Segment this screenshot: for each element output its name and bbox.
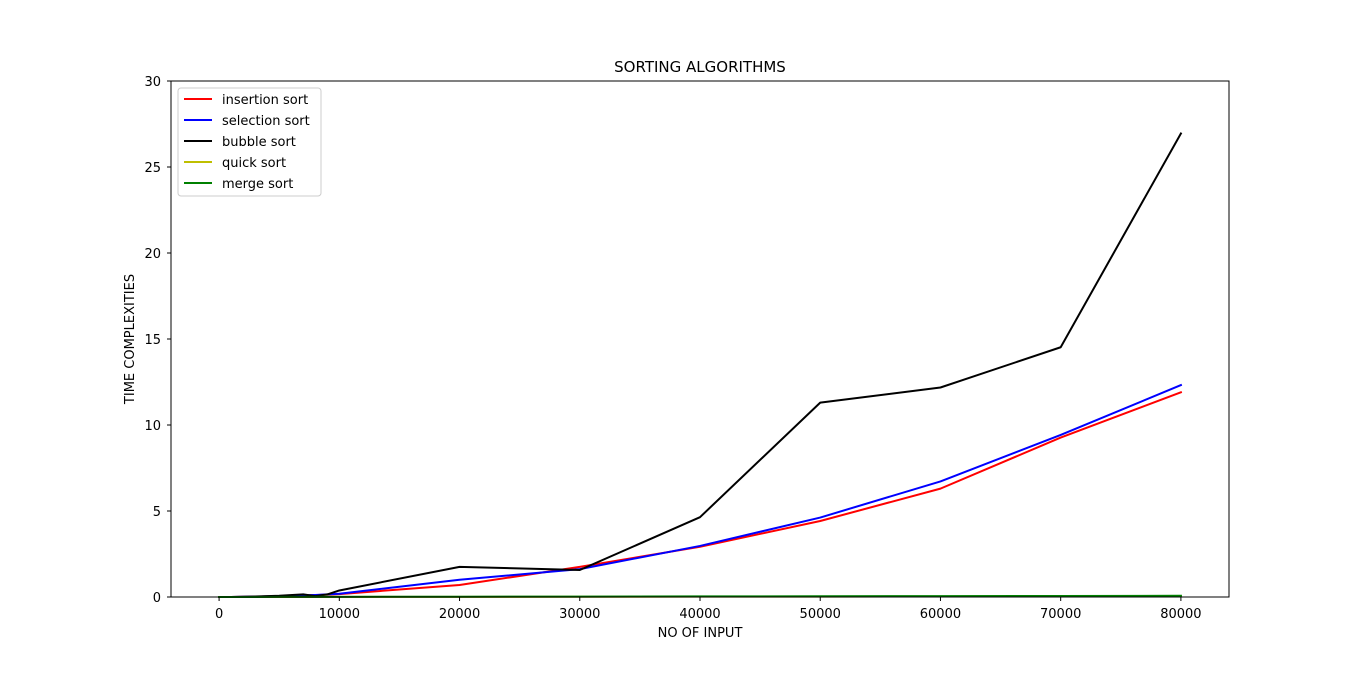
y-tick-label: 25 <box>144 161 161 176</box>
x-tick-label: 60000 <box>920 607 961 622</box>
y-tick-label: 10 <box>144 419 161 434</box>
x-axis-label: NO OF INPUT <box>658 626 743 641</box>
x-tick-label: 30000 <box>559 607 600 622</box>
y-tick-label: 0 <box>153 591 161 606</box>
legend-label-bubble-sort: bubble sort <box>222 135 296 150</box>
plot-area: 0 10000 20000 30000 40000 50000 60000 70000 8000… <box>144 75 1230 622</box>
x-tick-label: 20000 <box>439 607 480 622</box>
y-tick-label: 20 <box>144 247 161 262</box>
x-tick-label: 50000 <box>800 607 841 622</box>
legend-label-selection-sort: selection sort <box>222 114 310 129</box>
y-axis-label: TIME COMPLEXITIES <box>123 274 138 405</box>
legend-box <box>177 87 322 197</box>
legend: insertion sort selection sort bubble sort q… <box>177 87 322 197</box>
legend-label-insertion-sort: insertion sort <box>222 93 308 108</box>
x-tick-label: 0 <box>215 607 223 622</box>
x-tick-label: 10000 <box>319 607 360 622</box>
x-tick-label: 40000 <box>679 607 720 622</box>
y-tick-label: 5 <box>153 505 161 520</box>
chart-title: SORTING ALGORITHMS <box>614 58 786 76</box>
x-tick-label: 70000 <box>1040 607 1081 622</box>
y-tick-label: 15 <box>144 333 161 348</box>
legend-label-quick-sort: quick sort <box>222 156 286 171</box>
x-tick-label: 80000 <box>1160 607 1201 622</box>
y-tick-label: 30 <box>144 75 161 90</box>
legend-label-merge-sort: merge sort <box>222 177 293 192</box>
